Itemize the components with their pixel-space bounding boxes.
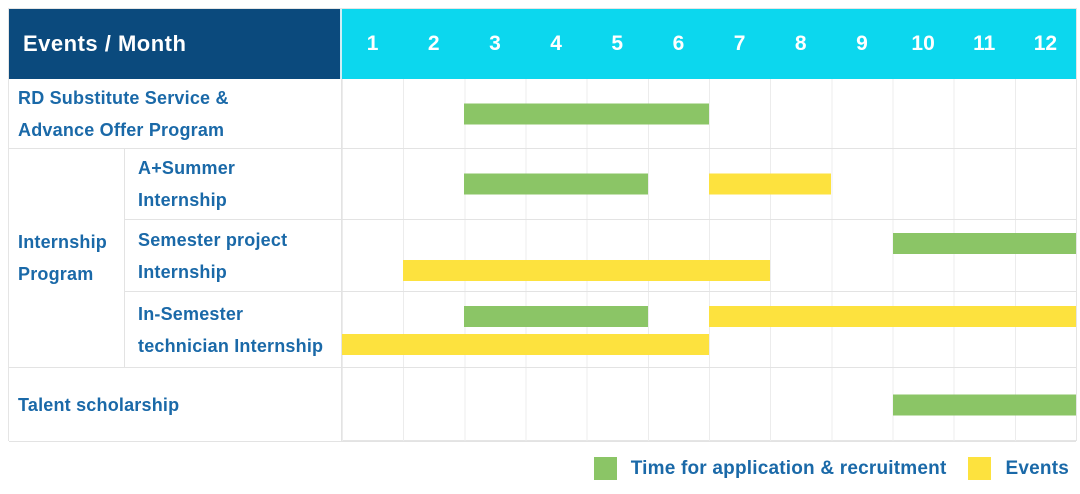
month-header-8: 8: [770, 9, 832, 79]
events-bar: [342, 334, 709, 355]
row-label-line: A+Summer: [138, 158, 236, 178]
group-label-internship-program: Internship Program: [9, 149, 125, 368]
row-label-line: Semester project: [138, 229, 288, 250]
table-corner-header: Events / Month: [9, 9, 342, 79]
month-header-1: 1: [342, 9, 404, 79]
green-swatch-icon: [593, 457, 617, 480]
recruitment-bar: [464, 173, 648, 195]
month-header-9: 9: [831, 9, 893, 79]
legend-item-events: Events: [968, 457, 1069, 480]
month-header-11: 11: [953, 9, 1015, 79]
timeline-row-a-summer: [342, 149, 1076, 220]
recruitment-bar: [892, 394, 1076, 415]
corner-header-label: Events / Month: [23, 31, 187, 56]
month-header-5: 5: [586, 9, 648, 79]
row-label-line: In-Semester: [138, 303, 244, 324]
row-label-line: Internship: [138, 190, 228, 210]
yellow-swatch-icon: [968, 457, 992, 480]
month-header-2: 2: [403, 9, 465, 79]
row-label-line: technician Internship: [138, 335, 324, 356]
row-label-in-semester-technician-internship: In-Semester technician Internship: [125, 292, 342, 368]
timeline-row-semester-project: [342, 220, 1076, 292]
row-label-a-summer-internship: A+Summer Internship: [125, 149, 342, 220]
row-label-line: Talent scholarship: [18, 394, 180, 415]
month-header-7: 7: [709, 9, 771, 79]
row-label-line: RD Substitute Service &: [18, 87, 229, 108]
group-label-line: Program: [18, 264, 94, 284]
events-bar: [403, 259, 771, 281]
month-header-3: 3: [464, 9, 526, 79]
row-label-talent-scholarship: Talent scholarship: [9, 368, 342, 442]
events-bar: [709, 173, 832, 195]
month-header-4: 4: [525, 9, 587, 79]
group-label-line: Internship: [18, 232, 108, 252]
events-bar: [709, 306, 1076, 328]
timeline-row-in-semester-technician: [342, 292, 1076, 368]
recruitment-bar: [464, 306, 648, 328]
row-label-line: Internship: [138, 261, 228, 282]
recruitment-bar: [892, 233, 1076, 255]
month-header-6: 6: [647, 9, 709, 79]
events-month-table: Events / Month 1 2 3 4 5 6 7 8 9 10 11 1…: [8, 8, 1077, 442]
row-label-rd-substitute: RD Substitute Service & Advance Offer Pr…: [9, 79, 342, 149]
legend-item-recruitment: Time for application & recruitment: [593, 457, 947, 480]
timeline-row-rd-substitute: [342, 79, 1076, 149]
legend-events-label: Events: [1005, 457, 1069, 479]
legend: Time for application & recruitment Event…: [593, 457, 1069, 480]
month-header-10: 10: [892, 9, 954, 79]
recruitment-bar: [464, 103, 709, 124]
timeline-row-talent-scholarship: [342, 368, 1076, 442]
legend-recruitment-label: Time for application & recruitment: [630, 457, 947, 479]
row-label-line: Advance Offer Program: [18, 119, 225, 140]
month-header-12: 12: [1014, 9, 1076, 79]
row-label-semester-project-internship: Semester project Internship: [125, 220, 342, 292]
